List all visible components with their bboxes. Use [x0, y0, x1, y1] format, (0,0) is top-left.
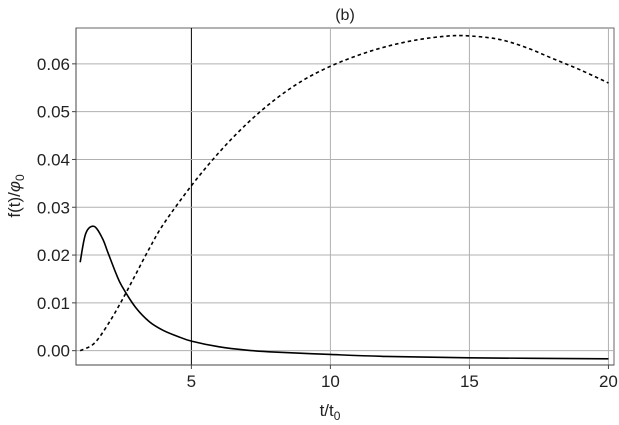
- y-tick-label: 0.05: [37, 103, 70, 122]
- y-tick-label: 0.01: [37, 294, 70, 313]
- x-axis-title: t/t0: [320, 401, 341, 423]
- x-tick-label: 10: [321, 372, 340, 391]
- y-axis-title: f(t)/φ0: [5, 174, 27, 218]
- x-tick-label: 5: [187, 372, 196, 391]
- y-tick-label: 0.04: [37, 150, 70, 169]
- x-axis-title-main: t/t: [320, 401, 334, 420]
- y-tick-label: 0.06: [37, 55, 70, 74]
- y-tick-label: 0.02: [37, 246, 70, 265]
- chart-title: (b): [335, 7, 355, 24]
- x-tick-label: 20: [599, 372, 618, 391]
- series-dashed-line: [79, 34, 609, 352]
- y-axis-title-prefix: f(t)/: [5, 192, 24, 218]
- y-tick-label: 0.03: [37, 198, 70, 217]
- series-group: [79, 34, 609, 360]
- x-axis-title-subscript: 0: [334, 409, 341, 423]
- tick-labels: 5 10 15 20 0.00 0.01 0.02 0.03 0.04 0.05 0.06: [37, 55, 618, 391]
- y-axis-title-subscript: 0: [13, 174, 27, 181]
- y-axis-title-symbol: φ: [5, 181, 24, 192]
- series-solid-line: [79, 225, 609, 360]
- grid: [72, 28, 614, 369]
- y-tick-label: 0.00: [37, 342, 70, 361]
- x-tick-label: 15: [460, 372, 479, 391]
- plot-frame: [75, 27, 615, 366]
